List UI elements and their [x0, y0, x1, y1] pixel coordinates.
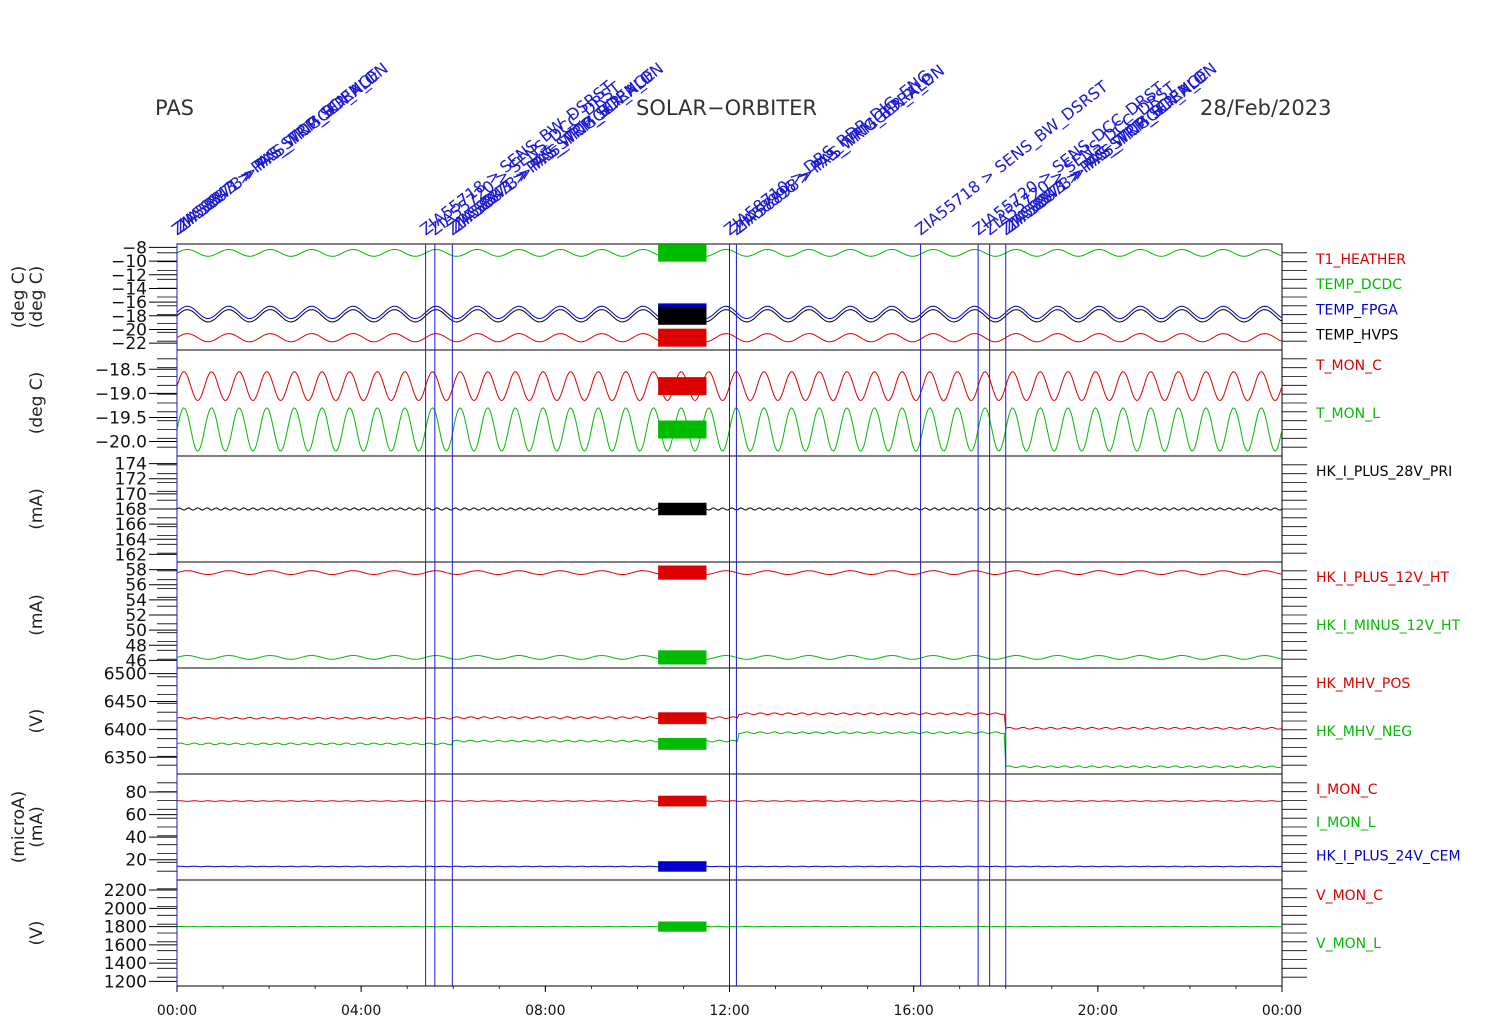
y-tick-label: −18: [111, 307, 147, 327]
y-tick-label: 162: [115, 545, 147, 565]
y-tick-label: 164: [115, 530, 147, 550]
y-tick-label: 172: [115, 470, 147, 490]
series-dense-block: [658, 737, 707, 750]
event-marker-label: ZIA58898 > PAS_TRIGGER_ALL: [730, 70, 937, 238]
y-tick-label: 6400: [104, 720, 147, 740]
x-tick-label: 00:00: [1262, 1003, 1302, 1019]
x-tick-label: 00:00: [157, 1003, 197, 1019]
y-tick-label: 48: [125, 636, 147, 656]
series-legend-label: T1_HEATHER: [1315, 252, 1406, 268]
header-date: 28/Feb/2023: [1200, 96, 1332, 120]
y-axis-label: (deg C): [27, 372, 47, 435]
series-dense-block: [658, 502, 707, 516]
y-tick-label: 1800: [104, 918, 147, 938]
y-axis-label: (mA): [27, 806, 47, 847]
y-tick-label: −8: [122, 238, 147, 258]
series-dense-block: [658, 861, 707, 872]
y-tick-label: 50: [125, 621, 147, 641]
y-tick-label: −12: [111, 266, 147, 286]
series-dense-block: [658, 328, 707, 347]
y-tick-label: 6500: [104, 665, 147, 685]
y-tick-label: 170: [115, 485, 147, 505]
y-axis-label-2: (deg C): [9, 266, 29, 329]
y-axis-label-2: (microA): [9, 791, 29, 864]
series-legend-label: T_MON_C: [1315, 358, 1382, 374]
y-tick-label: −20: [111, 320, 147, 340]
x-tick-label: 04:00: [341, 1003, 381, 1019]
series-legend-label: HK_I_PLUS_24V_CEM: [1316, 848, 1461, 864]
y-tick-label: −10: [111, 252, 147, 272]
series-dense-block: [658, 712, 707, 725]
y-tick-label: 58: [125, 561, 147, 581]
event-marker-label: ZIA58873 > PAS_TRIGGER_ALL: [174, 68, 381, 236]
y-tick-label: 174: [115, 455, 147, 475]
series-legend-label: TEMP_DCDC: [1315, 277, 1402, 293]
series-legend-label: I_MON_C: [1316, 782, 1378, 798]
series-legend-label: V_MON_C: [1316, 888, 1383, 904]
y-tick-label: 60: [125, 806, 147, 826]
y-tick-label: 54: [125, 591, 147, 611]
x-tick-label: 20:00: [1078, 1003, 1118, 1019]
y-tick-label: 1200: [104, 972, 147, 992]
x-tick-label: 16:00: [893, 1003, 933, 1019]
series-legend-label: T_MON_L: [1315, 406, 1380, 422]
y-axis-label: (mA): [27, 488, 47, 529]
y-axis-label: (mA): [27, 594, 47, 635]
series-dense-block: [658, 306, 707, 325]
y-tick-label: 1600: [104, 936, 147, 956]
series-legend-label: HK_I_MINUS_12V_HT: [1316, 618, 1461, 634]
y-tick-label: −19.0: [95, 384, 147, 404]
series-dense-block: [658, 921, 707, 932]
y-tick-label: 2000: [104, 899, 147, 919]
y-tick-label: 6450: [104, 692, 147, 712]
y-axis-label: (deg C): [27, 266, 47, 329]
y-tick-label: −18.5: [95, 360, 147, 380]
y-tick-label: 46: [125, 651, 147, 671]
series-legend-label: V_MON_L: [1316, 936, 1381, 952]
y-axis-label: (V): [27, 709, 47, 734]
y-tick-label: 20: [125, 851, 147, 871]
header-mission: SOLAR−ORBITER: [636, 96, 818, 120]
y-tick-label: 52: [125, 606, 147, 626]
y-tick-label: −20.0: [95, 433, 147, 453]
y-axis-label: (V): [27, 921, 47, 946]
y-tick-label: −16: [111, 293, 147, 313]
series-dense-block: [658, 377, 707, 396]
y-tick-label: 6350: [104, 748, 147, 768]
y-tick-label: 168: [115, 500, 147, 520]
y-tick-label: 2200: [104, 881, 147, 901]
y-tick-label: 1400: [104, 954, 147, 974]
header-instrument: PAS: [155, 96, 195, 120]
series-legend-label: I_MON_L: [1316, 815, 1376, 831]
series-legend-label: HK_I_PLUS_12V_HT: [1316, 570, 1449, 586]
x-tick-label: 12:00: [709, 1003, 749, 1019]
series-legend-label: TEMP_FPGA: [1315, 302, 1398, 318]
series-legend-label: HK_MHV_POS: [1316, 676, 1410, 692]
series-legend-label: TEMP_HVPS: [1315, 328, 1398, 344]
y-tick-label: −14: [111, 279, 147, 299]
series-dense-block: [658, 795, 707, 807]
y-tick-label: −22: [111, 334, 147, 354]
y-tick-label: 166: [115, 515, 147, 535]
event-marker-label: ZIA58873 > PAS_TRIGGER_ALL: [449, 68, 656, 236]
x-tick-label: 08:00: [525, 1003, 565, 1019]
series-legend-label: HK_I_PLUS_28V_PRI: [1316, 464, 1452, 480]
y-tick-label: 56: [125, 576, 147, 596]
series-dense-block: [658, 244, 707, 262]
y-tick-label: −19.5: [95, 408, 147, 428]
series-dense-block: [658, 650, 707, 665]
series-dense-block: [658, 420, 707, 439]
y-tick-label: 80: [125, 783, 147, 803]
series-legend-label: HK_MHV_NEG: [1316, 724, 1412, 740]
y-tick-label: 40: [125, 828, 147, 848]
series-dense-block: [658, 565, 707, 580]
